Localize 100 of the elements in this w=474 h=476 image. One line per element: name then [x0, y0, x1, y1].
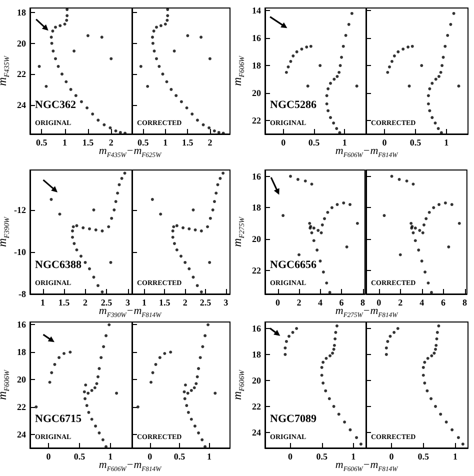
point [309, 44, 312, 48]
point [439, 412, 442, 416]
point [355, 84, 358, 88]
point [180, 254, 182, 258]
point [52, 50, 55, 53]
point [86, 34, 90, 38]
point [100, 290, 104, 294]
y-tick-label: 16 [252, 33, 262, 44]
point [85, 404, 88, 408]
point [390, 60, 394, 63]
point [310, 231, 314, 234]
point [420, 64, 424, 68]
point [440, 64, 444, 68]
x-tick-label: 2 [182, 298, 188, 308]
point [50, 42, 54, 45]
point [200, 290, 203, 294]
point [50, 36, 53, 39]
x-tick-label: 0.5 [174, 452, 186, 462]
point [190, 112, 194, 116]
y-tick-label: 18 [252, 60, 262, 71]
point [109, 260, 112, 264]
point [58, 212, 62, 216]
point [211, 208, 214, 212]
point [384, 346, 388, 350]
point [348, 203, 352, 206]
point [197, 431, 200, 434]
point [318, 64, 322, 68]
point [384, 352, 388, 356]
point [66, 14, 69, 18]
point [184, 384, 187, 386]
x-tick-label: 2 [208, 138, 213, 148]
y-tick-label: -10 [14, 246, 26, 257]
x-tick-label: 3 [224, 298, 229, 308]
point [289, 60, 292, 63]
point [222, 172, 225, 175]
point [63, 22, 66, 26]
point [74, 94, 78, 98]
point [114, 129, 118, 132]
point [320, 366, 324, 369]
y-tick-label: 20 [17, 38, 26, 48]
point [190, 418, 193, 421]
point [188, 267, 191, 270]
point [437, 203, 440, 206]
point [342, 44, 345, 48]
point [289, 174, 292, 178]
point [60, 72, 64, 76]
point [329, 116, 332, 120]
point [444, 201, 447, 204]
point [402, 48, 405, 51]
point [54, 57, 57, 60]
point [96, 375, 100, 378]
point [412, 182, 415, 186]
point [325, 94, 328, 98]
point [446, 34, 450, 37]
point [150, 36, 154, 39]
x-tick-label: 2 [108, 138, 114, 148]
y-tick-label: 20 [17, 374, 26, 385]
point [447, 245, 450, 248]
point [326, 87, 330, 90]
point [348, 428, 352, 432]
x-tick-label: 0.5 [138, 138, 150, 148]
y-tick-label: 18 [252, 202, 262, 213]
point [159, 212, 162, 216]
x-tick-label: 1 [62, 138, 68, 148]
point [426, 282, 430, 285]
point [216, 183, 220, 186]
point [355, 436, 358, 440]
point [84, 397, 87, 400]
point [88, 227, 91, 230]
y-tick-label: 22 [17, 69, 26, 80]
y-tick-label: -12 [14, 204, 26, 215]
point [100, 229, 104, 232]
point [38, 64, 41, 68]
point [50, 371, 54, 374]
point [82, 390, 86, 394]
y-tick-label: 16 [17, 320, 26, 330]
point [110, 57, 113, 60]
y-tick-label: 16 [252, 171, 262, 182]
point [320, 374, 324, 377]
x-tick-label: 0 [281, 138, 286, 148]
x-tick-label: 8 [360, 298, 366, 308]
point [426, 102, 430, 106]
point [69, 88, 72, 91]
point [163, 352, 166, 355]
point [329, 82, 332, 85]
point [318, 260, 322, 263]
point [340, 56, 344, 59]
point [91, 112, 94, 116]
point [115, 392, 118, 395]
point [335, 127, 338, 130]
point [332, 78, 336, 81]
point [136, 405, 140, 408]
x-tick-label: 0.5 [308, 138, 320, 148]
x-tick-label: 0 [148, 452, 153, 462]
point [322, 270, 325, 274]
point [436, 127, 440, 130]
point [71, 229, 74, 232]
y-tick-label: -8 [18, 289, 26, 299]
point [421, 231, 424, 234]
point [434, 404, 437, 408]
